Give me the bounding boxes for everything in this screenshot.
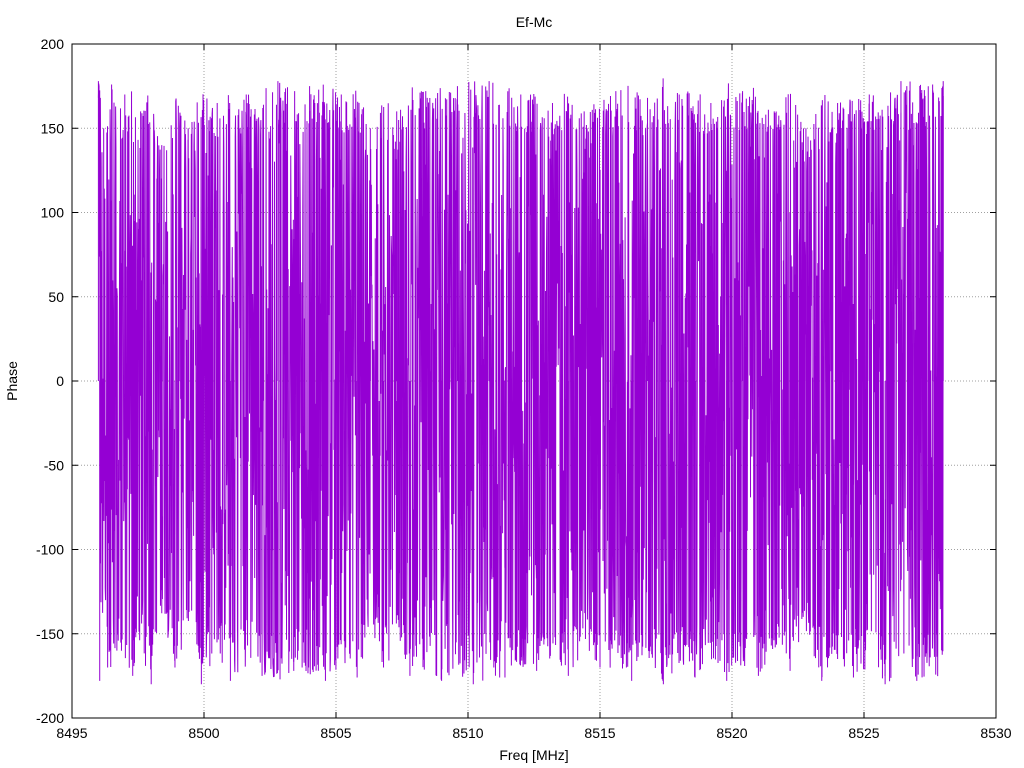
y-tick-label: 200 <box>41 36 65 52</box>
y-tick-label: -100 <box>36 542 64 558</box>
x-tick-label: 8515 <box>584 725 615 741</box>
x-axis-label: Freq [MHz] <box>499 747 568 763</box>
y-axis-label: Phase <box>4 361 20 401</box>
y-tick-label: -50 <box>44 457 64 473</box>
y-tick-label: -150 <box>36 626 64 642</box>
y-tick-label: 100 <box>41 205 65 221</box>
y-tick-label: 0 <box>56 373 64 389</box>
x-tick-label: 8520 <box>716 725 747 741</box>
chart-title: Ef-Mc <box>516 14 553 30</box>
x-tick-label: 8530 <box>980 725 1011 741</box>
x-tick-label: 8510 <box>452 725 483 741</box>
y-tick-label: -200 <box>36 710 64 726</box>
x-tick-label: 8495 <box>56 725 87 741</box>
data-layer <box>97 78 944 685</box>
x-tick-label: 8505 <box>320 725 351 741</box>
x-tick-label: 8525 <box>848 725 879 741</box>
y-tick-label: 150 <box>41 120 65 136</box>
tick-layer: 8495 8500 8505 8510 8515 8520 8525 8530 200 150 10… <box>36 36 1012 741</box>
y-tick-label: 50 <box>48 289 64 305</box>
x-tick-label: 8500 <box>188 725 219 741</box>
